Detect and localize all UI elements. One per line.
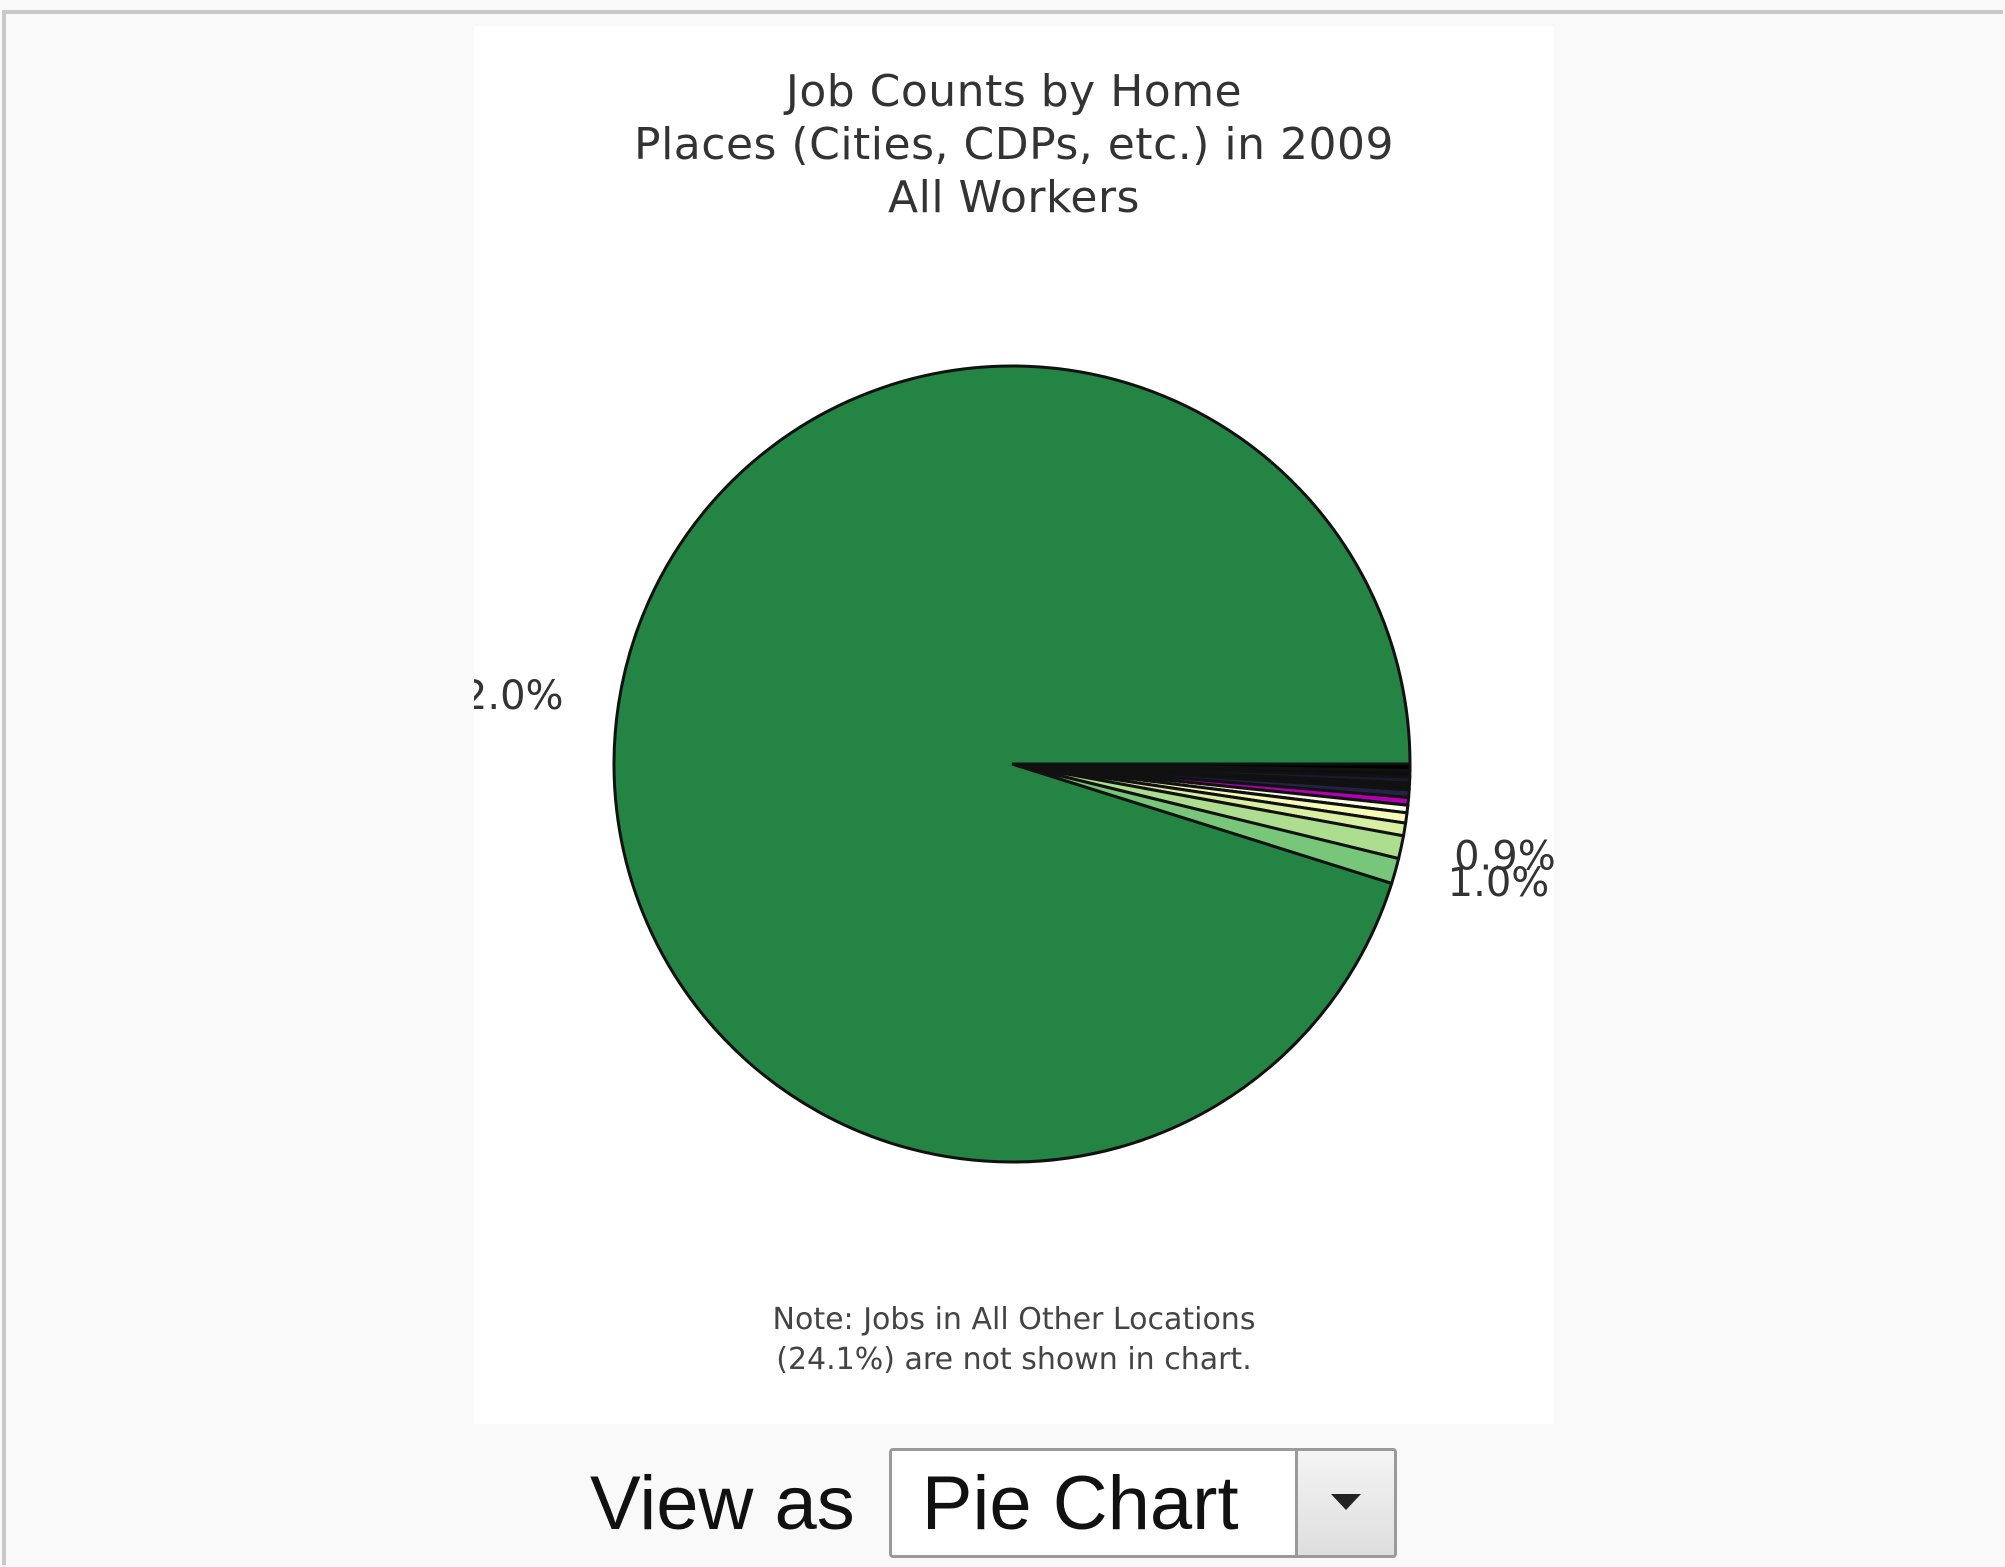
pie-chart: 2.0% 0.9%1.0% bbox=[474, 364, 1554, 1164]
pie-label-small-10: 1.0% bbox=[1448, 860, 1550, 906]
chart-title-line-2: Places (Cities, CDPs, etc.) in 2009 bbox=[634, 119, 1394, 170]
chart-note-line-1: Note: Jobs in All Other Locations bbox=[772, 1302, 1256, 1337]
chart-type-select[interactable]: Pie Chart bbox=[888, 1448, 1397, 1558]
view-controls: View as Pie Chart bbox=[590, 1447, 1397, 1559]
pie-slice-main bbox=[612, 364, 1412, 1164]
view-as-label: View as bbox=[590, 1460, 855, 1546]
chart-frame: Job Counts by Home Places (Cities, CDPs,… bbox=[2, 10, 2003, 1565]
pie-label-small-9: 0.9% bbox=[1454, 834, 1554, 880]
chart-note-line-2: (24.1%) are not shown in chart. bbox=[776, 1342, 1252, 1377]
chart-title-line-1: Job Counts by Home bbox=[785, 66, 1243, 117]
chart-type-select-value: Pie Chart bbox=[921, 1460, 1239, 1546]
chart-panel: Job Counts by Home Places (Cities, CDPs,… bbox=[474, 26, 1554, 1424]
chart-title-line-3: All Workers bbox=[888, 172, 1140, 223]
chevron-down-icon[interactable] bbox=[1294, 1451, 1394, 1555]
pie-label-main: 2.0% bbox=[474, 673, 564, 719]
